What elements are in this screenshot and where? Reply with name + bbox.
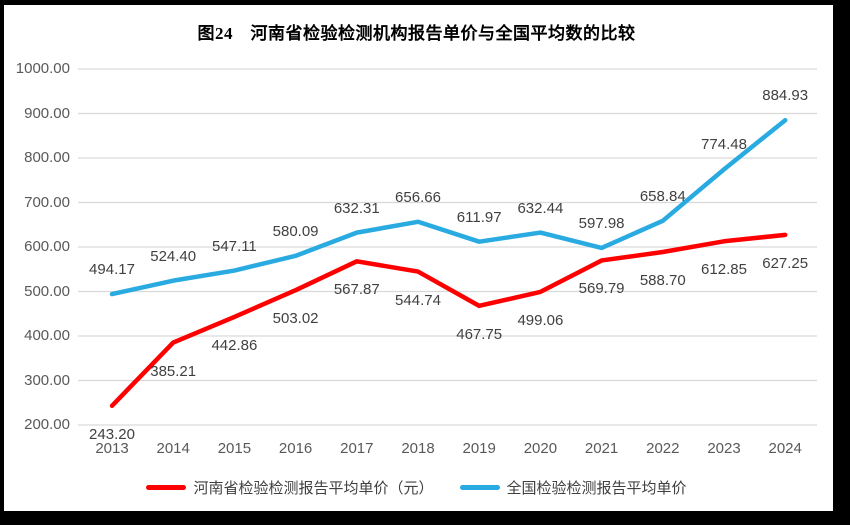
henan-data-label: 243.20 (89, 425, 135, 443)
legend-label-henan: 河南省检验检测报告平均单价（元） (193, 480, 434, 497)
y-axis-tick-label: 500.00 (24, 282, 70, 300)
x-axis-tick-label: 2020 (523, 440, 558, 457)
y-axis-tick-label: 800.00 (24, 149, 70, 166)
window-border-left (0, 0, 4, 525)
legend-item-national: 全国检验检测报告平均单价 (459, 477, 687, 498)
x-axis-tick-label: 2018 (401, 440, 435, 457)
henan-series-line (109, 232, 788, 409)
henan-data-label: 588.70 (639, 272, 686, 290)
henan-data-label: 627.25 (762, 254, 809, 272)
x-axis-tick-label: 2021 (584, 440, 619, 457)
henan-data-label: 385.21 (150, 362, 197, 380)
henan-series-swatch (146, 485, 187, 490)
window-border-top (0, 0, 850, 5)
y-axis-tick-label: 1000.00 (15, 60, 70, 77)
x-axis-tick-label: 2016 (278, 440, 313, 457)
y-axis-tick-label: 700.00 (24, 193, 70, 211)
henan-data-label: 569.79 (578, 280, 625, 298)
x-axis-tick-label: 2014 (156, 440, 190, 457)
x-axis-tick-label: 2013 (95, 440, 129, 457)
chart-title: 图24 河南省检验检测机构报告单价与全国平均数的比较 (197, 24, 636, 43)
x-axis-tick-label: 2019 (462, 440, 496, 457)
national-data-label: 632.31 (333, 199, 380, 217)
national-series-line (109, 117, 788, 297)
national-data-label: 524.40 (150, 247, 197, 265)
henan-data-label: 499.06 (517, 311, 564, 329)
legend-item-henan: 河南省检验检测报告平均单价（元） (146, 477, 434, 498)
x-axis-tick-label: 2017 (340, 440, 374, 457)
henan-data-label: 612.85 (701, 261, 747, 279)
x-axis-tick-label: 2022 (646, 440, 680, 457)
window-border-bottom (0, 511, 850, 525)
y-axis-tick-label: 300.00 (24, 371, 70, 389)
x-axis-tick-label: 2023 (707, 440, 741, 457)
national-data-label: 884.93 (762, 87, 809, 105)
henan-data-label: 467.75 (456, 325, 503, 343)
y-axis-tick-label: 900.00 (24, 104, 70, 122)
window-border-right (833, 0, 850, 525)
henan-data-label: 503.02 (272, 310, 319, 328)
y-axis-tick-label: 600.00 (24, 238, 70, 255)
x-axis-tick-label: 2024 (768, 440, 802, 457)
x-axis-tick-label: 2015 (217, 440, 252, 457)
national-data-label: 494.17 (89, 261, 135, 279)
y-axis-tick-label: 200.00 (24, 416, 70, 433)
y-axis-tick-label: 400.00 (24, 327, 70, 344)
national-data-label: 611.97 (456, 208, 502, 226)
national-data-label: 597.98 (578, 214, 625, 232)
henan-data-label: 544.74 (395, 291, 441, 309)
henan-data-label: 442.86 (211, 336, 258, 354)
national-data-label: 547.11 (212, 237, 257, 255)
national-data-label: 658.84 (639, 187, 686, 205)
national-series-swatch (459, 485, 500, 490)
legend-label-national: 全国检验检测报告平均单价 (506, 480, 687, 497)
national-data-label: 580.09 (272, 222, 319, 240)
chart-legend: 河南省检验检测报告平均单价（元） 全国检验检测报告平均单价 (0, 477, 833, 498)
henan-data-label: 567.87 (333, 281, 380, 299)
national-data-label: 632.44 (517, 199, 564, 217)
national-data-label: 656.66 (395, 188, 441, 206)
national-data-label: 774.48 (701, 136, 747, 154)
